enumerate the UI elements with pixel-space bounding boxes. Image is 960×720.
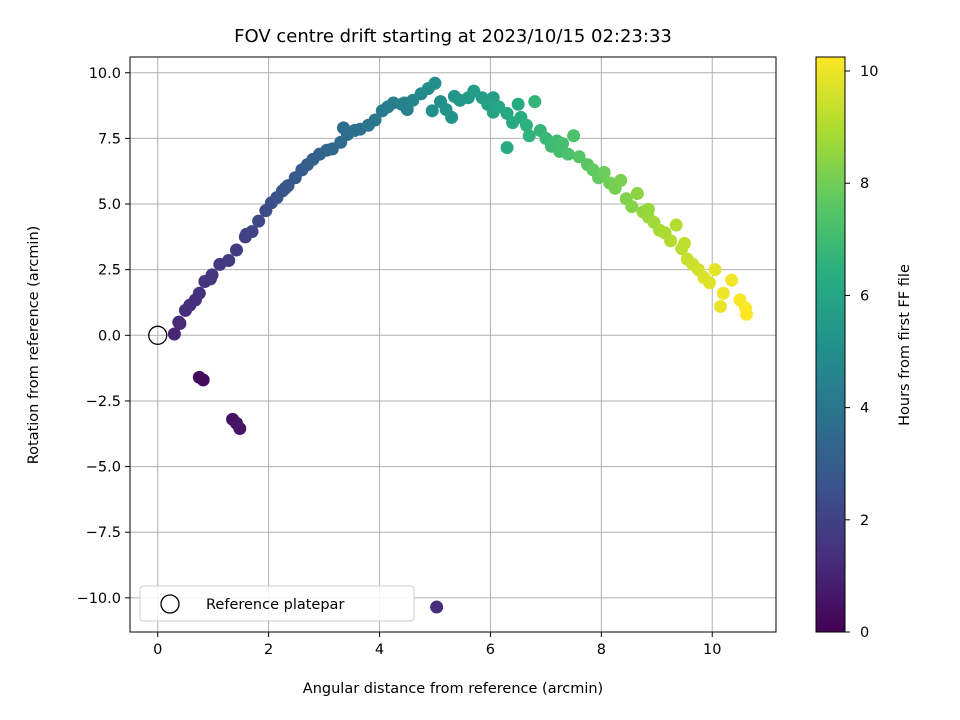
reference-platepar-marker [148, 325, 168, 345]
data-point [725, 273, 739, 287]
colorbar-tick-label: 6 [860, 288, 869, 304]
data-point [205, 268, 219, 282]
y-tick-label: 2.5 [98, 263, 121, 279]
data-points [148, 76, 754, 614]
data-point [252, 214, 266, 228]
data-point [669, 218, 683, 232]
data-point [222, 253, 236, 267]
y-tick-label: 5.0 [98, 197, 121, 213]
data-point [630, 187, 644, 201]
legend-box [139, 585, 415, 622]
data-point [173, 316, 187, 330]
data-point [233, 422, 247, 436]
data-point [428, 76, 442, 90]
legend: Reference platepar [139, 585, 415, 622]
colorbar: 0 2 4 6 8 10 Hours from first FF file [815, 56, 913, 641]
data-point [196, 373, 210, 387]
data-point [425, 104, 439, 118]
data-point [430, 600, 444, 614]
colorbar-gradient [815, 56, 846, 633]
data-point [625, 200, 639, 214]
data-point [528, 95, 542, 109]
data-point [567, 129, 581, 143]
data-point [368, 113, 382, 127]
x-tick-label: 0 [153, 642, 162, 658]
data-point [664, 234, 678, 248]
y-tick-label: −5.0 [86, 460, 121, 476]
y-tick-label: −10.0 [77, 591, 121, 607]
data-point [445, 110, 459, 124]
data-point [714, 299, 728, 313]
data-point [614, 173, 628, 187]
colorbar-tick-label: 10 [860, 64, 878, 80]
colorbar-tick-label: 0 [860, 625, 869, 641]
data-point [740, 307, 754, 321]
y-tick-label: 7.5 [98, 131, 121, 147]
y-tick-label: −7.5 [86, 525, 121, 541]
data-point [702, 276, 716, 290]
colorbar-tick-label: 8 [860, 176, 869, 192]
colorbar-tick-label: 2 [860, 513, 869, 529]
data-point [229, 243, 243, 257]
y-tick-label: 0.0 [98, 328, 121, 344]
data-point [167, 327, 181, 341]
axes: 0 2 4 6 8 10 10.0 7.5 5.0 2.5 0.0 −2.5 −5.0 −7.5 −10.0 [77, 66, 722, 658]
x-tick-label: 2 [264, 642, 273, 658]
data-point [522, 129, 536, 143]
x-tick-label: 6 [486, 642, 495, 658]
data-point [500, 141, 514, 155]
x-tick-label: 10 [703, 642, 721, 658]
data-point [716, 286, 730, 300]
legend-label-reference: Reference platepar [206, 597, 344, 613]
colorbar-tick-label: 4 [860, 401, 869, 417]
x-tick-label: 8 [597, 642, 606, 658]
data-point [561, 147, 575, 161]
legend-marker-reference [160, 594, 180, 614]
data-point [678, 236, 692, 250]
data-point [519, 118, 533, 132]
y-axis-label: Rotation from reference (arcmin) [26, 226, 42, 465]
y-tick-label: −2.5 [86, 394, 121, 410]
data-point [556, 137, 570, 151]
data-point [192, 286, 206, 300]
grid-lines [130, 57, 776, 632]
data-point [511, 97, 525, 111]
colorbar-label: Hours from first FF file [897, 264, 913, 426]
data-point [245, 225, 259, 239]
data-point [597, 166, 611, 180]
colorbar-ticks: 0 2 4 6 8 10 [845, 64, 878, 641]
x-axis-label: Angular distance from reference (arcmin) [303, 681, 603, 697]
data-point [708, 263, 722, 277]
plot-frame [129, 56, 777, 633]
chart-title: FOV centre drift starting at 2023/10/15 … [234, 26, 672, 47]
data-point [572, 150, 586, 164]
y-tick-label: 10.0 [89, 66, 121, 82]
x-tick-label: 4 [375, 642, 384, 658]
